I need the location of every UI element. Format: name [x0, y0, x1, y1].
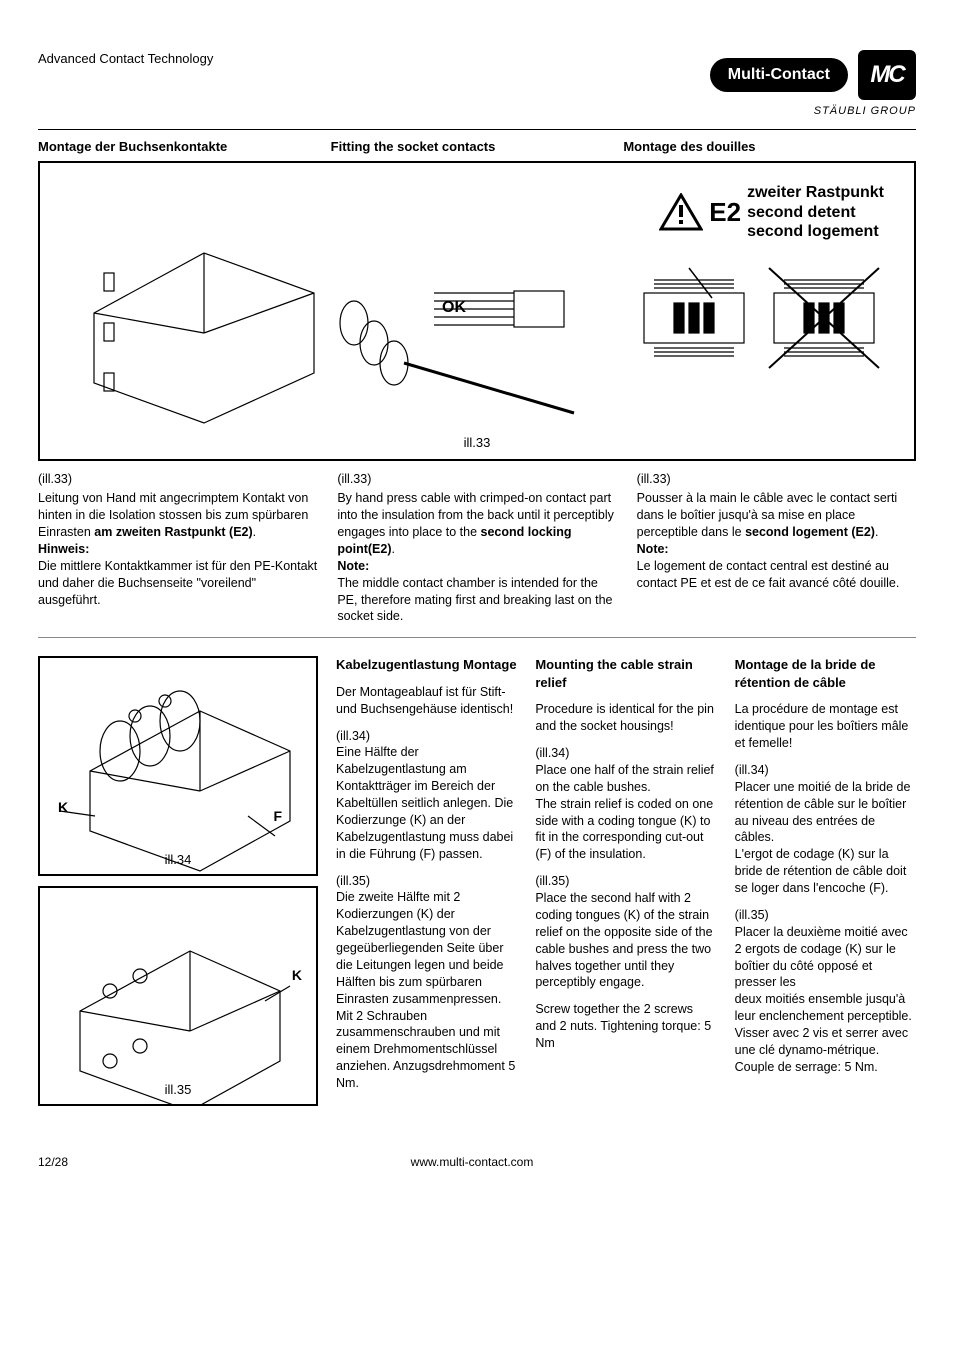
strain-34-fr: Placer une moitié de la bride de rétenti…	[735, 779, 916, 897]
strain-35-de: Die zweite Hälfte mit 2 Kodierzungen (K)…	[336, 889, 517, 1092]
strain-34ref-de: (ill.34)	[336, 728, 517, 745]
title-de: Montage der Buchsenkontakte	[38, 138, 331, 156]
strain-34-de: Eine Hälfte der Kabelzugentlastung am Ko…	[336, 744, 517, 862]
bold-fr: second logement (E2)	[745, 525, 875, 539]
k-label-34: K	[58, 798, 68, 817]
e2-label: E2	[709, 195, 741, 230]
ill34-label: ill.34	[165, 851, 192, 869]
strain-35-en: Place the second half with 2 coding tong…	[535, 890, 716, 991]
strain-intro-en: Procedure is identical for the pin and t…	[535, 701, 716, 735]
figure-33: E2 zweiter Rastpunkt second detent secon…	[38, 161, 916, 461]
ref-fr: (ill.33)	[637, 471, 916, 488]
strain-en: Mounting the cable strain relief Procedu…	[535, 656, 716, 1106]
strain-34-en: Place one half of the strain relief on t…	[535, 762, 716, 863]
strain-intro-fr: La procédure de montage est identique po…	[735, 701, 916, 752]
detail-correct	[634, 263, 754, 373]
strain-fr: Montage de la bride de rétention de câbl…	[735, 656, 916, 1106]
strain-h-en: Mounting the cable strain relief	[535, 656, 716, 691]
ill33-text-de: (ill.33) Leitung von Hand mit angecrimpt…	[38, 471, 317, 625]
mc-logo: MC	[858, 50, 916, 100]
footer-url: www.multi-contact.com	[68, 1154, 876, 1170]
ref-en: (ill.33)	[337, 471, 616, 488]
ill35-label: ill.35	[165, 1081, 192, 1099]
note-de: Die mittlere Kontaktkammer ist für den P…	[38, 558, 317, 609]
warning-icon	[659, 193, 703, 231]
strain-relief-iso-34	[40, 658, 316, 874]
divider	[38, 129, 916, 130]
strain-de: Kabelzugentlastung Montage Der Montageab…	[336, 656, 517, 1106]
group-label: STÄUBLI GROUP	[38, 104, 916, 119]
strain-34ref-fr: (ill.34)	[735, 762, 916, 779]
strain-h-fr: Montage de la bride de rétention de câbl…	[735, 656, 916, 691]
strain-35ref-de: (ill.35)	[336, 873, 517, 890]
connector-isometric	[54, 193, 614, 433]
strain-35b-en: Screw together the 2 screws and 2 nuts. …	[535, 1001, 716, 1052]
figure-35: K ill.35	[38, 886, 318, 1106]
strain-35ref-en: (ill.35)	[535, 873, 716, 890]
ok-label: OK	[442, 297, 466, 319]
strain-35-fr: Placer la deuxième moitié avec 2 ergots …	[735, 924, 916, 1076]
note-label-en: Note:	[337, 558, 616, 575]
strain-h-de: Kabelzugentlastung Montage	[336, 656, 517, 674]
ill33-text-fr: (ill.33) Pousser à la main le câble avec…	[637, 471, 916, 625]
note-en: The middle contact chamber is intended f…	[337, 575, 616, 626]
callout-fr: second logement	[747, 222, 884, 241]
note-label-de: Hinweis:	[38, 541, 317, 558]
bold-de: am zweiten Rastpunkt (E2)	[94, 525, 252, 539]
callout-en: second detent	[747, 203, 884, 222]
strain-relief-iso-35	[40, 888, 316, 1104]
detail-views	[634, 263, 884, 383]
header-right: Multi-Contact MC	[710, 50, 916, 100]
title-en: Fitting the socket contacts	[331, 138, 624, 156]
callout-de: zweiter Rastpunkt	[747, 183, 884, 202]
strain-35ref-fr: (ill.35)	[735, 907, 916, 924]
brand-label: Multi-Contact	[710, 58, 848, 92]
callout-e2: E2 zweiter Rastpunkt second detent secon…	[659, 183, 884, 241]
k-label-35: K	[292, 966, 302, 985]
ref-de: (ill.33)	[38, 471, 317, 488]
strain-34ref-en: (ill.34)	[535, 745, 716, 762]
page-number: 12/28	[38, 1154, 68, 1170]
strain-intro-de: Der Montageablauf ist für Stift- und Buc…	[336, 684, 517, 718]
divider-light	[38, 637, 916, 638]
body-en: By hand press cable with crimped-on cont…	[337, 491, 614, 539]
note-fr: Le logement de contact central est desti…	[637, 558, 916, 592]
figure-34: K F ill.34	[38, 656, 318, 876]
f-label-34: F	[273, 807, 282, 826]
ill33-text-en: (ill.33) By hand press cable with crimpe…	[337, 471, 616, 625]
title-fr: Montage des douilles	[623, 138, 916, 156]
note-label-fr: Note:	[637, 541, 916, 558]
header-tagline: Advanced Contact Technology	[38, 50, 213, 68]
ill33-label: ill.33	[464, 434, 491, 452]
detail-wrong	[764, 263, 884, 373]
